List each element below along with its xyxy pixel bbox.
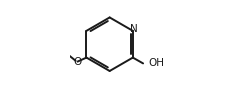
Text: N: N [129, 24, 137, 34]
Text: O: O [73, 57, 81, 67]
Text: OH: OH [148, 58, 164, 68]
